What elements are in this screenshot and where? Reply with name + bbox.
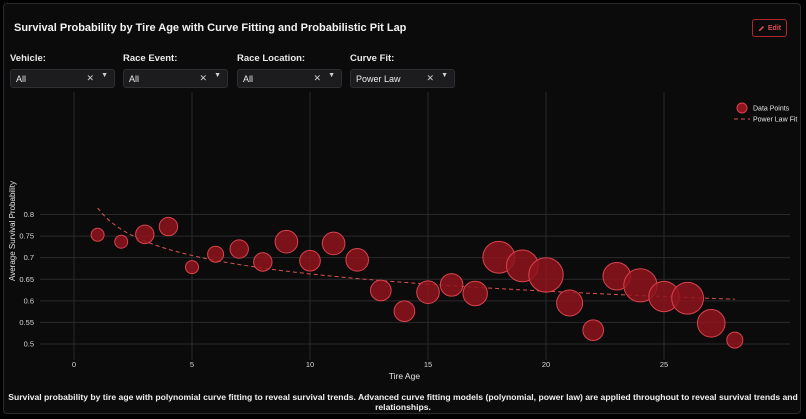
data-point[interactable] [556, 289, 584, 317]
curve-fit-filter-label: Curve Fit: [350, 53, 395, 64]
chevron-down-icon[interactable]: ▼ [101, 72, 108, 79]
legend-marker-data-points [736, 102, 748, 114]
race-location-filter: Race Location: All ✕ ▼ [237, 53, 342, 88]
scatter-plot[interactable]: 0 5 10 15 20 25 0.5 0.55 0.6 0.65 0.7 0.75 0.8 Tire A… [0, 0, 806, 392]
y-axis-title: Average Survival Probability [8, 181, 17, 281]
data-point[interactable] [393, 300, 416, 322]
race-location-select[interactable]: All ✕ ▼ [237, 69, 342, 88]
race-location-select-value: All [243, 73, 254, 84]
data-point[interactable] [253, 252, 273, 272]
y-tick-label: 0.65 [19, 275, 34, 284]
x-tick-label: 25 [660, 360, 668, 369]
data-point[interactable] [696, 308, 726, 338]
data-point[interactable] [299, 249, 321, 272]
clear-icon[interactable]: ✕ [313, 73, 321, 83]
edit-button[interactable]: Edit [752, 19, 787, 37]
data-point[interactable] [528, 257, 564, 293]
y-tick-label: 0.75 [19, 232, 34, 241]
data-point[interactable] [416, 280, 440, 305]
vehicle-filter: Vehicle: All ✕ ▼ [10, 53, 115, 88]
y-tick-label: 0.7 [24, 253, 34, 262]
vehicle-filter-label: Vehicle: [10, 53, 46, 64]
data-point[interactable] [185, 260, 199, 275]
curve-fit-select[interactable]: Power Law ✕ ▼ [350, 69, 455, 88]
data-point[interactable] [345, 248, 370, 272]
x-tick-label: 5 [190, 360, 194, 369]
x-tick-label: 20 [542, 360, 550, 369]
data-point[interactable] [671, 281, 704, 315]
chevron-down-icon[interactable]: ▼ [441, 72, 448, 79]
data-point[interactable] [135, 224, 155, 245]
legend-label-data-points: Data Points [753, 106, 790, 113]
data-point[interactable] [207, 245, 225, 263]
vehicle-select-value: All [16, 73, 27, 84]
x-axis-title: Tire Age [389, 371, 421, 381]
race-event-filter-label: Race Event: [123, 53, 178, 64]
x-tick-label: 10 [306, 360, 314, 369]
data-point[interactable] [726, 331, 744, 349]
data-point[interactable] [158, 216, 179, 237]
clear-icon[interactable]: ✕ [426, 73, 434, 83]
data-point[interactable] [439, 273, 464, 297]
edit-button-label: Edit [767, 24, 782, 32]
data-point[interactable] [462, 280, 488, 307]
curve-fit-filter: Curve Fit: Power Law ✕ ▼ [350, 53, 455, 88]
y-tick-label: 0.5 [24, 340, 34, 349]
clear-icon[interactable]: ✕ [86, 73, 94, 83]
data-point[interactable] [229, 239, 249, 259]
legend-label-fit: Power Law Fit [753, 117, 797, 124]
race-location-filter-label: Race Location: [237, 53, 306, 64]
pencil-icon [758, 25, 764, 31]
x-tick-label: 0 [72, 360, 76, 369]
data-point[interactable] [321, 231, 346, 256]
y-tick-label: 0.8 [24, 210, 34, 219]
y-tick-label: 0.55 [19, 318, 34, 327]
data-point[interactable] [90, 227, 105, 242]
curve-fit-select-value: Power Law [356, 73, 401, 84]
race-event-filter: Race Event: All ✕ ▼ [123, 53, 228, 88]
x-tick-label: 15 [424, 360, 432, 369]
chevron-down-icon[interactable]: ▼ [214, 72, 221, 79]
chart-caption: Survival probability by tire age with po… [8, 392, 798, 412]
clear-icon[interactable]: ✕ [199, 73, 207, 83]
data-point[interactable] [114, 234, 129, 249]
race-event-select-value: All [129, 73, 140, 84]
y-tick-label: 0.6 [24, 296, 34, 305]
chart-title: Survival Probability by Tire Age with Cu… [14, 22, 407, 34]
chevron-down-icon[interactable]: ▼ [328, 72, 335, 79]
data-point[interactable] [274, 229, 299, 254]
vehicle-select[interactable]: All ✕ ▼ [10, 69, 115, 88]
data-point[interactable] [370, 279, 392, 302]
data-point[interactable] [582, 319, 605, 341]
race-event-select[interactable]: All ✕ ▼ [123, 69, 228, 88]
